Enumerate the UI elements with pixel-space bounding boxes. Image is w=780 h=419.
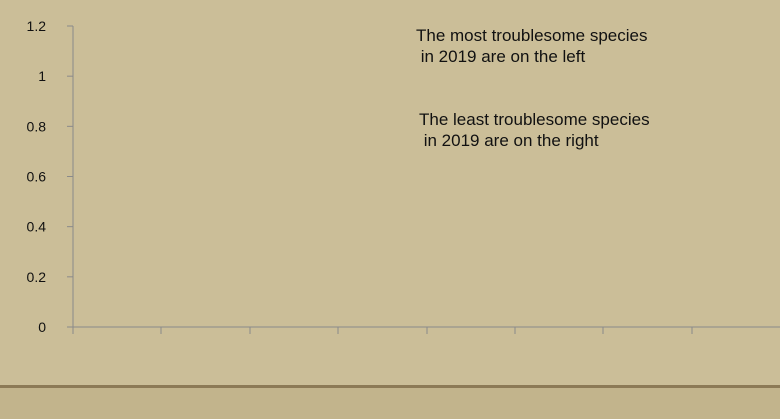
bottom-band: [0, 385, 780, 419]
y-tick-label: 1: [38, 68, 46, 84]
y-tick-label: 0.6: [27, 169, 47, 185]
y-tick-label: 1.2: [27, 18, 47, 34]
y-tick-label: 0.4: [27, 219, 47, 235]
y-tick-label: 0.2: [27, 269, 47, 285]
y-tick-label: 0: [38, 319, 46, 335]
chart-plot: 0 0.2 0.4 0.6 0.8 1 1.2: [27, 18, 780, 335]
chart-area: 0 0.2 0.4 0.6 0.8 1 1.2 The most troublesome s…: [27, 18, 780, 335]
y-tick-label: 0.8: [27, 118, 47, 134]
annotation-least-troublesome: The least troublesome species in 2019 ar…: [419, 110, 650, 150]
annotation-most-troublesome: The most troublesome species in 2019 are…: [416, 26, 648, 66]
